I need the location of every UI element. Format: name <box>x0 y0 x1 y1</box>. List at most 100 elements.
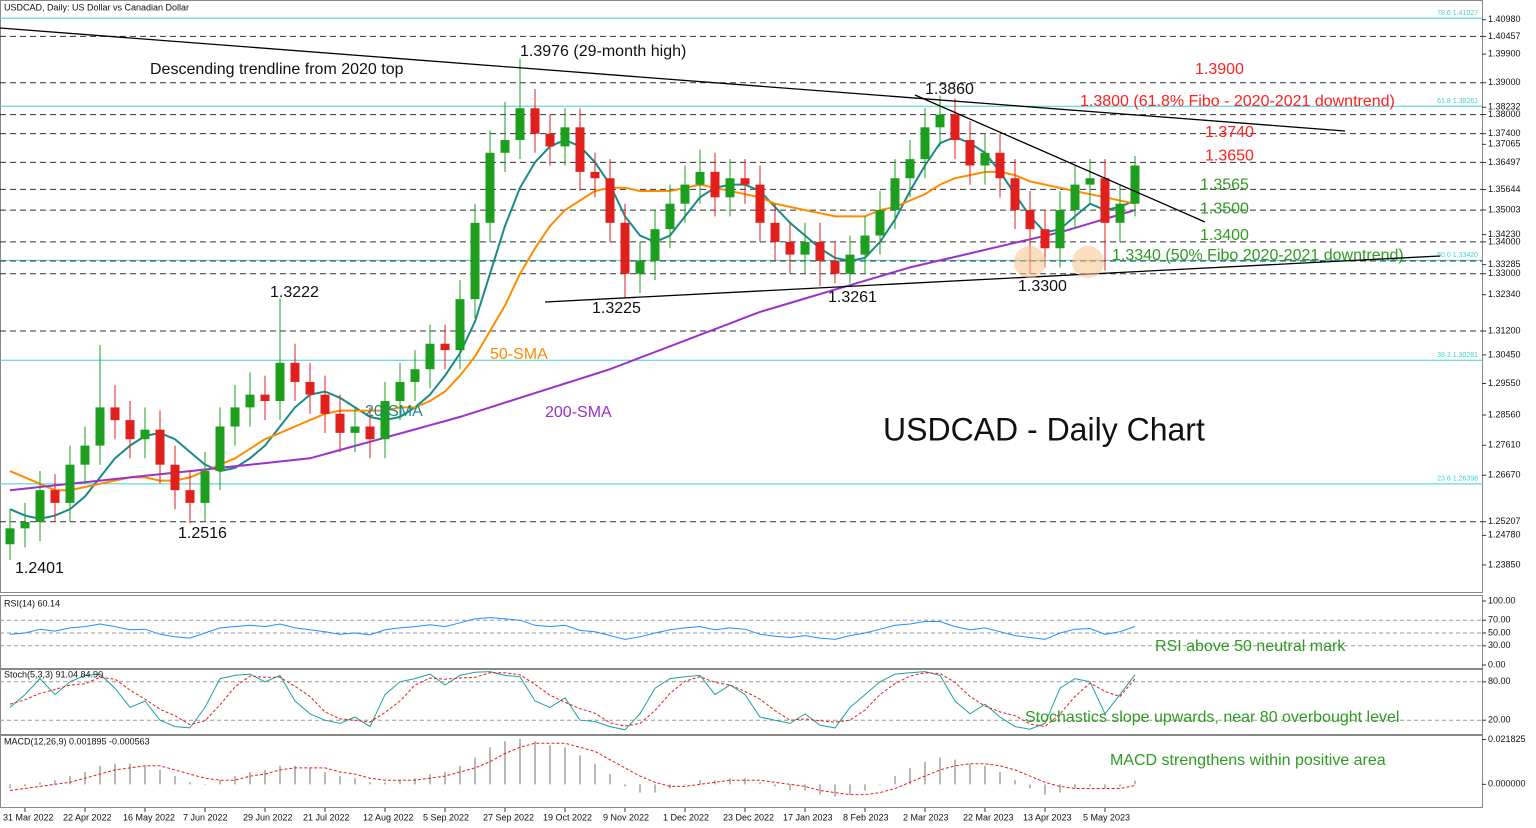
x-tick-label: 23 Dec 2022 <box>723 812 774 822</box>
candle-body <box>50 490 60 503</box>
candle-body <box>380 401 390 440</box>
candle-body <box>1055 210 1065 249</box>
x-tick-label: 5 May 2023 <box>1083 812 1130 822</box>
macd-bar <box>924 761 926 785</box>
macd-bar <box>594 763 596 785</box>
panel-title: MACD(12,26,9) 0.001895 -0.000563 <box>4 736 150 746</box>
macd-bar <box>1059 784 1061 793</box>
macd-bar <box>474 757 476 785</box>
macd-bar <box>819 784 821 795</box>
macd-bar <box>729 778 731 785</box>
macd-bar <box>579 755 581 785</box>
annotation: 1.2516 <box>178 525 227 542</box>
series-line <box>9 742 1136 796</box>
macd-bar <box>954 759 956 785</box>
y-tick-label: 1.39900 <box>1488 48 1521 58</box>
candle-body <box>950 114 960 141</box>
macd-bar <box>384 782 386 785</box>
candle-body <box>725 178 735 198</box>
macd-bar <box>174 776 176 785</box>
candle-body <box>455 299 465 351</box>
macd-bar <box>1029 784 1031 789</box>
candle-body <box>785 241 795 255</box>
price-panel <box>0 0 1483 593</box>
level-label: 1.3565 <box>1200 177 1249 194</box>
macd-bar <box>324 772 326 785</box>
x-tick-label: 9 Nov 2022 <box>603 812 649 822</box>
x-tick-label: 7 Jun 2022 <box>183 812 228 822</box>
macd-bar <box>1119 784 1121 787</box>
series-line <box>9 617 1136 640</box>
x-tick-label: 1 Dec 2022 <box>663 812 709 822</box>
series-line <box>9 671 1136 731</box>
candle-body <box>65 464 75 503</box>
candle-body <box>545 133 555 147</box>
x-tick-label: 13 Apr 2023 <box>1023 812 1072 822</box>
chart-header: USDCAD, Daily: US Dollar vs Canadian Dol… <box>4 2 189 12</box>
x-tick-label: 22 Mar 2023 <box>963 812 1014 822</box>
candle-body <box>350 426 360 433</box>
macd-bar <box>504 741 506 785</box>
candle-body <box>1040 229 1050 249</box>
fibo-label: 61.8 1.38261 <box>1437 98 1478 105</box>
macd-bar <box>9 784 11 789</box>
y-tick-label: 1.24780 <box>1488 530 1521 540</box>
candle-body <box>440 343 450 351</box>
candle-body <box>320 394 330 414</box>
series-line <box>9 209 1136 492</box>
macd-bar <box>639 784 641 793</box>
candle-body <box>800 241 810 255</box>
x-tick-label: 19 Oct 2022 <box>543 812 592 822</box>
candle-body <box>770 222 780 242</box>
candle-body <box>335 413 345 433</box>
x-tick-label: 8 Feb 2023 <box>843 812 889 822</box>
candle-body <box>290 362 300 382</box>
macd-bar <box>414 778 416 785</box>
y-tick-label: 1.28560 <box>1488 409 1521 419</box>
level-label: 1.3300 <box>1018 278 1067 295</box>
fibo-label: 38.2 1.30281 <box>1437 352 1478 359</box>
rsi-panel <box>0 595 1483 669</box>
level-label: 1.3740 <box>1205 124 1254 141</box>
macd-bar <box>369 782 371 785</box>
y-tick-label: 1.23850 <box>1488 559 1521 569</box>
series-label: 20-SMA <box>365 403 423 420</box>
candle-body <box>395 381 405 402</box>
candle-body <box>695 171 705 185</box>
macd-bar <box>429 774 431 785</box>
y-tick-label: 0.00 <box>1488 659 1506 669</box>
series-label: 50-SMA <box>490 346 548 363</box>
macd-bar <box>399 780 401 785</box>
macd-bar <box>654 784 656 793</box>
macd-bar <box>459 765 461 785</box>
y-tick-label: 1.38232 <box>1488 102 1521 112</box>
candle-body <box>215 426 225 472</box>
annotation: 1.3976 (29-month high) <box>520 43 686 60</box>
macd-bar <box>279 765 281 785</box>
panel-title: Stoch(5,3,3) 91.04 84.90 <box>4 669 103 679</box>
macd-bar <box>849 784 851 795</box>
descending-trendline <box>0 27 1346 132</box>
annotation: Descending trendline from 2020 top <box>150 61 404 78</box>
macd-bar <box>1089 784 1091 787</box>
candle-body <box>275 362 285 402</box>
candle-body <box>530 108 540 134</box>
level-label: 1.3500 <box>1200 200 1249 217</box>
candle-body <box>575 127 585 172</box>
candle-body <box>815 241 825 261</box>
macd-bar <box>1014 780 1016 785</box>
candle-body <box>515 108 525 141</box>
x-tick-label: 21 Jul 2022 <box>303 812 350 822</box>
macd-bar <box>909 767 911 785</box>
candle-body <box>125 420 135 440</box>
candle-body <box>425 343 435 370</box>
candle-body <box>755 184 765 223</box>
x-tick-label: 12 Aug 2022 <box>363 812 414 822</box>
macd-bar <box>744 778 746 785</box>
macd-bar <box>879 784 881 785</box>
level-label: 1.3800 (61.8% Fibo - 2020-2021 downtrend… <box>1080 93 1395 110</box>
candle-body <box>500 140 510 153</box>
macd-bar <box>489 747 491 785</box>
panel-annotation: RSI above 50 neutral mark <box>1155 638 1346 655</box>
